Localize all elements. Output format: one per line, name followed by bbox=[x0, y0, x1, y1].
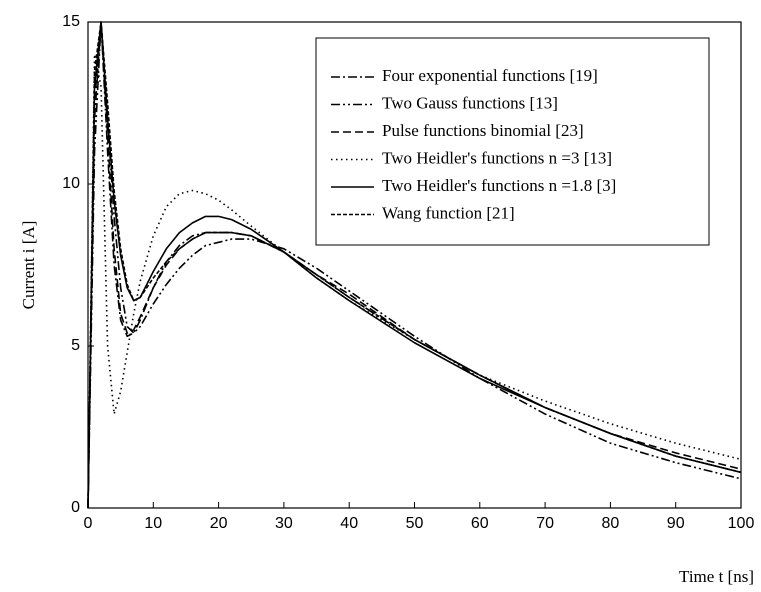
legend-label: Four exponential functions [19] bbox=[382, 66, 598, 85]
legend-label: Two Gauss functions [13] bbox=[382, 93, 558, 112]
y-axis-label: Current i [A] bbox=[19, 221, 38, 310]
x-tick-label: 60 bbox=[471, 515, 489, 532]
series-line bbox=[87, 21, 742, 509]
y-tick-label: 5 bbox=[71, 337, 80, 354]
y-tick-label: 15 bbox=[62, 13, 80, 30]
legend-label: Wang function [21] bbox=[382, 203, 515, 222]
x-tick-label: 80 bbox=[602, 515, 620, 532]
legend-label: Two Heidler's functions n =1.8 [3] bbox=[382, 176, 616, 195]
x-tick-label: 100 bbox=[728, 515, 755, 532]
series-line bbox=[87, 21, 742, 509]
legend-box bbox=[315, 37, 710, 246]
x-axis-label: Time t [ns] bbox=[679, 567, 754, 586]
legend-label: Pulse functions binomial [23] bbox=[382, 121, 584, 140]
series-line bbox=[87, 21, 742, 509]
x-tick-label: 90 bbox=[667, 515, 685, 532]
x-tick-label: 50 bbox=[406, 515, 424, 532]
x-tick-label: 20 bbox=[210, 515, 228, 532]
legend-label: Two Heidler's functions n =3 [13] bbox=[382, 148, 612, 167]
x-tick-label: 70 bbox=[536, 515, 554, 532]
x-tick-label: 40 bbox=[340, 515, 358, 532]
y-tick-label: 10 bbox=[62, 175, 80, 192]
series-line bbox=[87, 21, 742, 509]
x-tick-label: 30 bbox=[275, 515, 293, 532]
series-line bbox=[87, 21, 742, 509]
x-tick-label: 10 bbox=[144, 515, 162, 532]
y-tick-label: 0 bbox=[71, 499, 80, 516]
x-tick-label: 0 bbox=[84, 515, 93, 532]
